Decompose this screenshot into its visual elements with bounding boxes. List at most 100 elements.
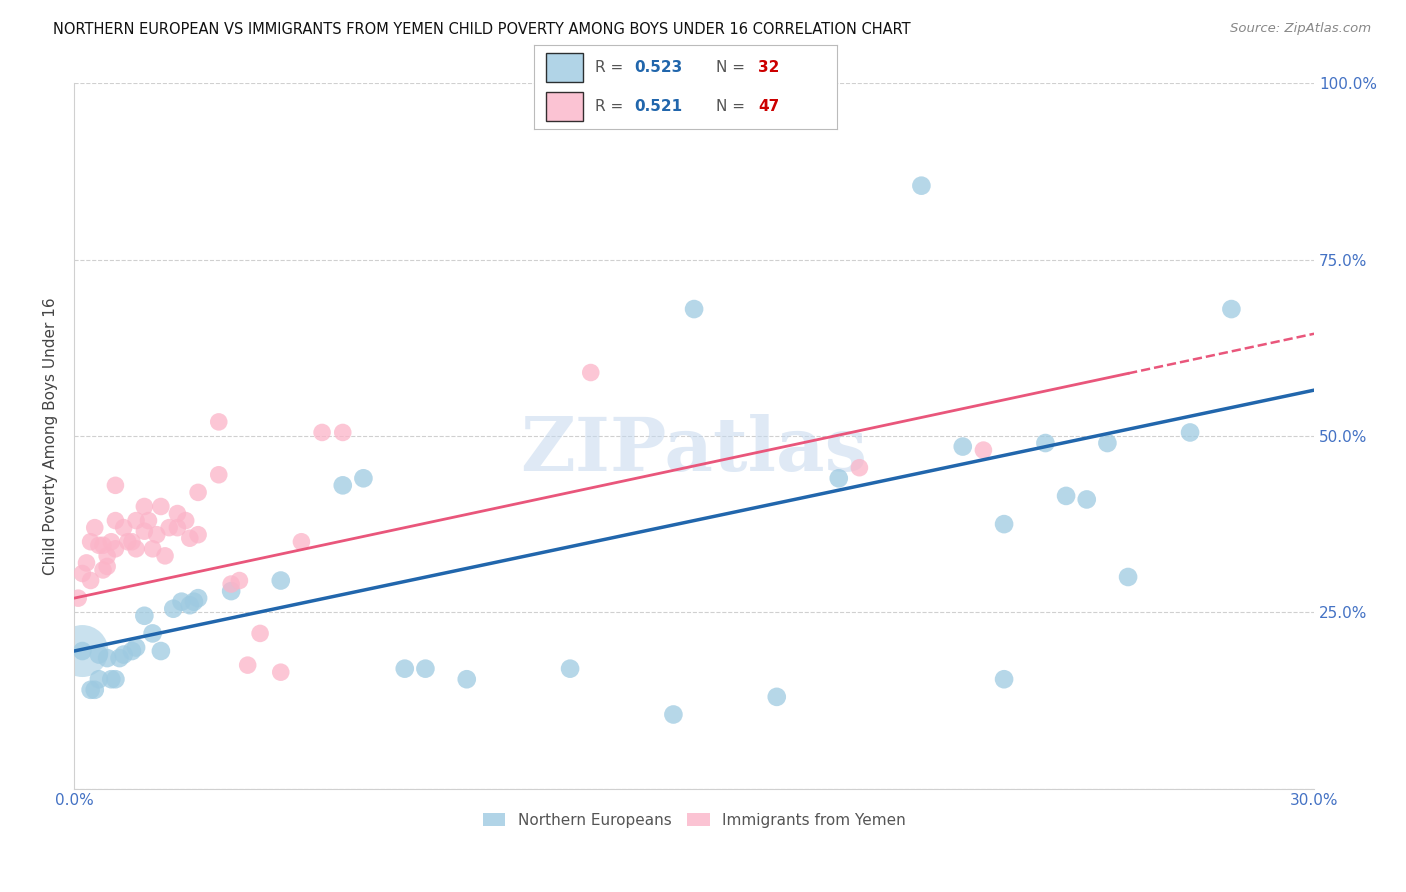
Point	[683, 301, 706, 316]
Point	[662, 707, 685, 722]
Point	[72, 644, 94, 658]
Text: R =: R =	[595, 99, 628, 114]
Point	[1097, 436, 1119, 450]
Point	[332, 478, 354, 492]
Point	[1220, 301, 1243, 316]
Point	[579, 366, 602, 380]
Point	[219, 584, 242, 599]
Text: 0.523: 0.523	[634, 60, 682, 75]
Point	[1076, 492, 1098, 507]
Point	[236, 658, 259, 673]
Point	[166, 521, 188, 535]
Point	[219, 577, 242, 591]
Point	[187, 485, 209, 500]
Point	[104, 478, 127, 492]
Point	[134, 524, 156, 538]
Point	[993, 672, 1015, 686]
Point	[96, 651, 118, 665]
Point	[993, 517, 1015, 532]
Point	[828, 471, 851, 485]
Point	[249, 626, 271, 640]
Point	[149, 500, 172, 514]
Point	[765, 690, 787, 704]
Text: R =: R =	[595, 60, 628, 75]
Point	[270, 665, 292, 680]
Point	[332, 425, 354, 440]
Point	[394, 662, 416, 676]
Point	[76, 556, 98, 570]
Legend: Northern Europeans, Immigrants from Yemen: Northern Europeans, Immigrants from Yeme…	[477, 806, 911, 834]
Point	[179, 531, 201, 545]
Y-axis label: Child Poverty Among Boys Under 16: Child Poverty Among Boys Under 16	[44, 297, 58, 574]
Point	[67, 591, 90, 606]
Point	[79, 682, 101, 697]
Point	[208, 415, 231, 429]
Text: 0.521: 0.521	[634, 99, 682, 114]
Point	[96, 559, 118, 574]
Point	[558, 662, 581, 676]
Point	[142, 541, 165, 556]
Point	[1054, 489, 1077, 503]
Point	[83, 682, 105, 697]
Point	[100, 534, 122, 549]
Point	[352, 471, 374, 485]
Point	[72, 644, 94, 658]
Point	[290, 534, 312, 549]
Point	[112, 648, 135, 662]
Point	[228, 574, 250, 588]
Point	[952, 440, 974, 454]
Point	[311, 425, 333, 440]
Point	[87, 672, 110, 686]
Point	[79, 574, 101, 588]
Point	[91, 563, 114, 577]
Point	[121, 644, 143, 658]
Point	[456, 672, 478, 686]
Point	[170, 595, 193, 609]
Text: ZIPatlas: ZIPatlas	[520, 414, 868, 486]
Point	[134, 608, 156, 623]
Point	[149, 644, 172, 658]
Point	[183, 595, 205, 609]
Text: N =: N =	[716, 60, 749, 75]
Text: 47: 47	[758, 99, 779, 114]
Point	[87, 648, 110, 662]
Point	[134, 500, 156, 514]
Point	[117, 534, 139, 549]
Point	[157, 521, 180, 535]
Point	[138, 514, 160, 528]
Point	[83, 521, 105, 535]
Point	[125, 541, 148, 556]
Point	[208, 467, 231, 482]
Point	[187, 591, 209, 606]
Point	[125, 640, 148, 655]
Point	[162, 601, 184, 615]
Point	[142, 626, 165, 640]
Point	[96, 549, 118, 563]
Point	[72, 566, 94, 581]
Point	[79, 534, 101, 549]
Point	[104, 672, 127, 686]
FancyBboxPatch shape	[547, 54, 582, 82]
FancyBboxPatch shape	[547, 92, 582, 120]
Point	[174, 514, 197, 528]
Point	[91, 538, 114, 552]
Point	[104, 514, 127, 528]
Point	[125, 514, 148, 528]
Text: N =: N =	[716, 99, 749, 114]
Text: NORTHERN EUROPEAN VS IMMIGRANTS FROM YEMEN CHILD POVERTY AMONG BOYS UNDER 16 COR: NORTHERN EUROPEAN VS IMMIGRANTS FROM YEM…	[53, 22, 911, 37]
Text: 32: 32	[758, 60, 779, 75]
Text: Source: ZipAtlas.com: Source: ZipAtlas.com	[1230, 22, 1371, 36]
Point	[1035, 436, 1057, 450]
Point	[270, 574, 292, 588]
Point	[848, 460, 870, 475]
Point	[1178, 425, 1201, 440]
Point	[1116, 570, 1139, 584]
Point	[415, 662, 437, 676]
Point	[187, 527, 209, 541]
Point	[179, 598, 201, 612]
Point	[910, 178, 932, 193]
Point	[108, 651, 131, 665]
Point	[166, 507, 188, 521]
Point	[104, 541, 127, 556]
Point	[112, 521, 135, 535]
